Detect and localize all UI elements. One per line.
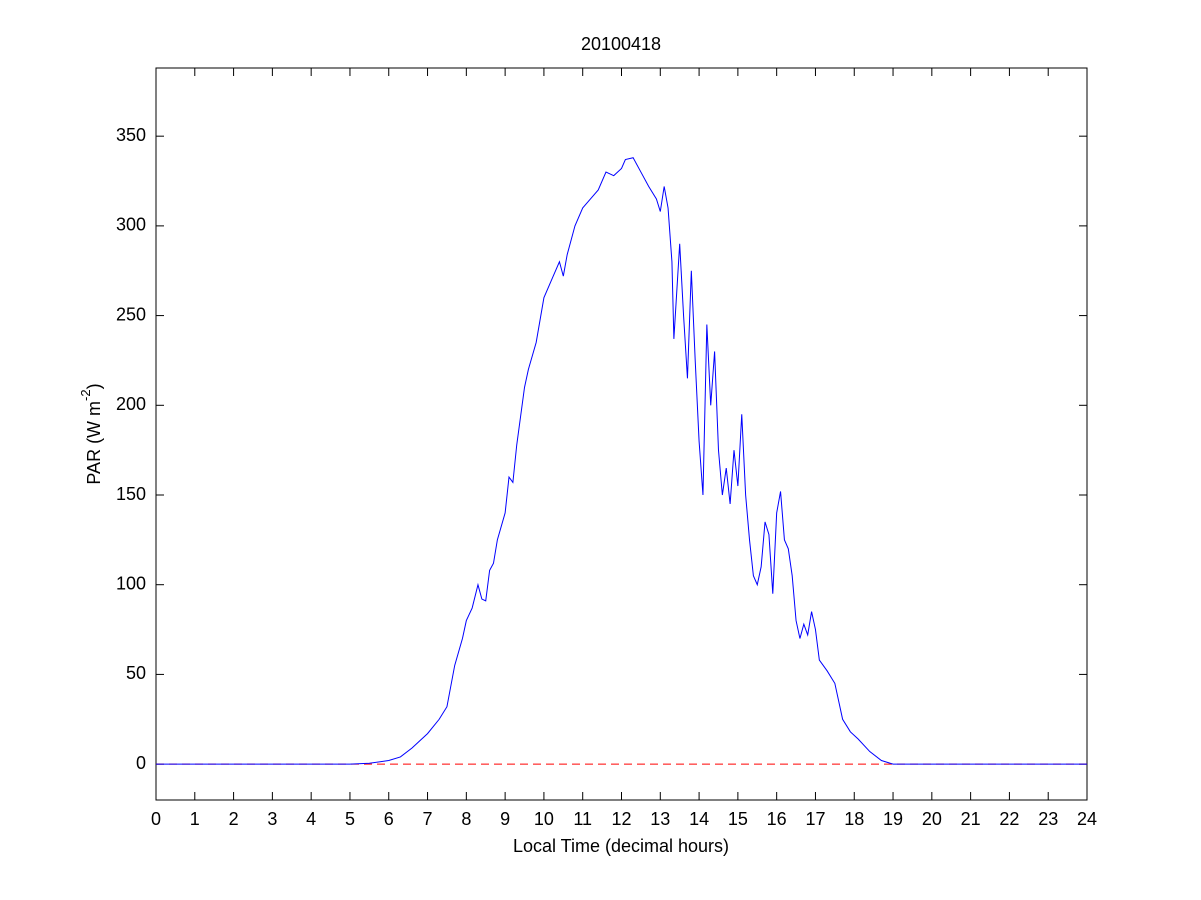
x-tick-label: 5	[345, 809, 355, 829]
chart-title: 20100418	[581, 34, 661, 54]
x-tick-label: 15	[728, 809, 748, 829]
x-tick-label: 11	[573, 809, 592, 829]
x-tick-label: 9	[500, 809, 510, 829]
x-tick-label: 4	[306, 809, 316, 829]
y-tick-label: 150	[116, 484, 146, 504]
x-tick-label: 20	[922, 809, 942, 829]
x-tick-label: 10	[534, 809, 554, 829]
x-tick-label: 22	[999, 809, 1019, 829]
y-tick-label: 100	[116, 573, 146, 593]
y-axis-label-end: )	[84, 383, 104, 389]
x-tick-label: 1	[190, 809, 200, 829]
x-tick-label: 19	[883, 809, 903, 829]
x-tick-label: 0	[151, 809, 161, 829]
x-tick-label: 13	[650, 809, 670, 829]
x-tick-label: 24	[1077, 809, 1097, 829]
x-tick-label: 17	[805, 809, 825, 829]
x-tick-label: 18	[844, 809, 864, 829]
x-tick-label: 14	[689, 809, 709, 829]
y-tick-label: 50	[126, 663, 146, 683]
x-tick-label: 16	[767, 809, 787, 829]
y-axis-label: PAR (W m-2)	[78, 383, 103, 484]
plot-frame	[155, 67, 1088, 801]
x-tick-label: 23	[1038, 809, 1058, 829]
x-tick-label: 6	[384, 809, 394, 829]
y-tick-label: 250	[116, 304, 146, 324]
x-tick-label: 3	[267, 809, 277, 829]
y-tick-label: 300	[116, 215, 146, 235]
x-tick-label: 12	[611, 809, 631, 829]
x-tick-label: 7	[423, 809, 433, 829]
x-axis-label: Local Time (decimal hours)	[513, 836, 729, 856]
y-tick-label: 0	[136, 753, 146, 773]
y-axis-label-sup: -2	[78, 389, 93, 401]
data-line	[156, 157, 1087, 765]
x-tick-label: 2	[229, 809, 239, 829]
y-tick-label: 200	[116, 394, 146, 414]
x-tick-label: 21	[961, 809, 981, 829]
y-axis-label-main: PAR (W m	[84, 401, 104, 485]
x-tick-label: 8	[461, 809, 471, 829]
y-tick-label: 350	[116, 125, 146, 145]
